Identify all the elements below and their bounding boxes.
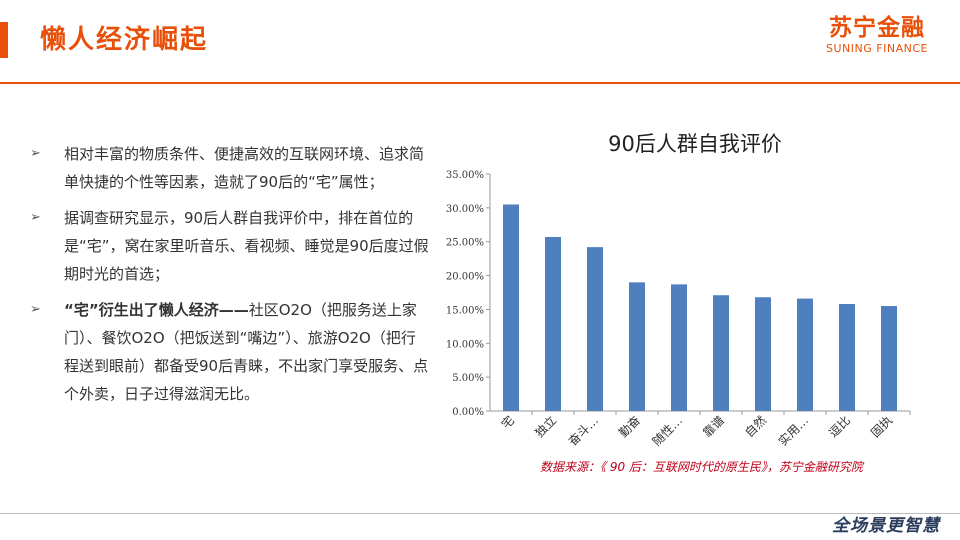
- y-tick-label: 20.00%: [446, 272, 484, 283]
- title-divider: [0, 82, 960, 84]
- y-tick-label: 15.00%: [446, 305, 484, 316]
- bar-4: [629, 282, 645, 411]
- suning-finance-logo: 苏宁金融 SUNING FINANCE: [812, 14, 942, 64]
- bar-1: [503, 204, 519, 411]
- y-tick-label: 25.00%: [446, 238, 484, 249]
- x-tick-label: 自然: [742, 413, 770, 441]
- footer-divider: [0, 513, 960, 514]
- y-tick-label: 35.00%: [446, 170, 484, 181]
- bar-2: [545, 236, 561, 411]
- bullet-text: 相对丰富的物质条件、便捷高效的互联网环境、追求简单快捷的个性等因素，造就了90后…: [64, 145, 425, 191]
- logo-en-text: SUNING FINANCE: [826, 42, 928, 55]
- x-tick-label: 实用…: [775, 413, 811, 449]
- bar-3: [587, 247, 603, 411]
- bar-5: [671, 284, 687, 411]
- title-accent: [0, 22, 8, 58]
- bullet-list: ➢ 相对丰富的物质条件、便捷高效的互联网环境、追求简单快捷的个性等因素，造就了9…: [30, 140, 430, 416]
- bar-9: [839, 304, 855, 411]
- title-bar: 懒人经济崛起 苏宁金融 SUNING FINANCE: [0, 0, 960, 82]
- bar-6: [713, 295, 729, 411]
- bar-10: [881, 306, 897, 411]
- arrow-bullet-icon: ➢: [30, 146, 41, 161]
- chart-title: 90后人群自我评价: [608, 132, 782, 156]
- x-tick-label: 靠谱: [700, 413, 727, 440]
- bullet-bold-text: “宅”衍生出了懒人经济——: [64, 301, 249, 319]
- bullet-item-3: ➢ “宅”衍生出了懒人经济——社区O2O（把服务送上家门）、餐饮O2O（把饭送到…: [30, 296, 430, 408]
- x-tick-label: 独立: [532, 413, 560, 441]
- bullet-text: 据调查研究显示，90后人群自我评价中，排在首位的是“宅”，窝在家里听音乐、看视频…: [64, 209, 429, 283]
- bullet-text: 社区O2O（把服务送上家门）、餐饮O2O（把饭送到“嘴边”）、旅游O2O（把行程…: [64, 301, 429, 403]
- x-tick-label: 随性…: [649, 413, 685, 449]
- bullet-item-1: ➢ 相对丰富的物质条件、便捷高效的互联网环境、追求简单快捷的个性等因素，造就了9…: [30, 140, 430, 196]
- y-tick-label: 0.00%: [452, 407, 484, 418]
- chart: 90后人群自我评价 0.00% 5.00% 10.00% 15.00% 20.00% 25…: [430, 120, 930, 490]
- y-tick-label: 5.00%: [452, 373, 484, 384]
- bar-chart-svg: 0.00% 5.00% 10.00% 15.00% 20.00% 25.00% 30.00%…: [446, 170, 911, 449]
- bar-8: [797, 298, 813, 411]
- y-tick-label: 30.00%: [446, 204, 484, 215]
- arrow-bullet-icon: ➢: [30, 302, 41, 317]
- bar-7: [755, 297, 771, 411]
- x-tick-label: 勤奋: [616, 413, 643, 440]
- bullet-item-2: ➢ 据调查研究显示，90后人群自我评价中，排在首位的是“宅”，窝在家里听音乐、看…: [30, 204, 430, 288]
- arrow-bullet-icon: ➢: [30, 210, 41, 225]
- footer-brand: 全场景更智慧: [832, 516, 940, 536]
- x-tick-label: 奋斗…: [566, 413, 601, 448]
- x-tick-label: 逗比: [826, 413, 853, 440]
- x-tick-label: 宅: [498, 413, 517, 432]
- x-tick-label: 固执: [868, 413, 895, 440]
- data-source: 数据来源：《 90 后：互联网时代的原生民》，苏宁金融研究院: [540, 460, 863, 474]
- logo-cn-text: 苏宁金融: [829, 15, 925, 41]
- page-title: 懒人经济崛起: [40, 25, 209, 55]
- y-tick-label: 10.00%: [446, 339, 484, 350]
